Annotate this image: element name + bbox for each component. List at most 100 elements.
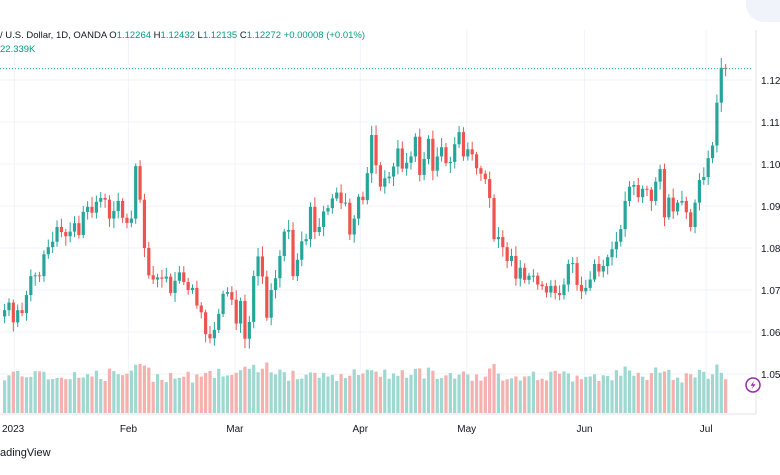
candle-body — [208, 334, 212, 339]
candle — [77, 215, 81, 239]
candle — [514, 246, 518, 286]
candle-body — [557, 292, 562, 296]
candle — [208, 325, 212, 344]
candle — [339, 184, 343, 210]
candle — [680, 190, 684, 206]
candle — [326, 204, 330, 216]
volume-bar — [195, 374, 199, 413]
candle-body — [68, 231, 72, 237]
candle — [177, 266, 181, 284]
candle — [99, 192, 103, 208]
volume-bar — [269, 372, 273, 413]
candle — [448, 156, 452, 174]
time-axis-labels: 2023 Feb Mar Apr May Jun Jul — [2, 424, 713, 435]
candle-body — [536, 275, 540, 285]
candle-body — [256, 256, 260, 277]
candle — [142, 193, 147, 258]
volume-bar — [42, 371, 46, 413]
candle — [719, 57, 723, 112]
candle — [195, 280, 199, 309]
candle-body — [549, 285, 553, 293]
candle-body — [291, 229, 295, 277]
candle-body — [317, 227, 321, 233]
candle-body — [641, 188, 645, 198]
candle — [116, 192, 120, 219]
candle-body — [59, 227, 64, 233]
settings-corner[interactable] — [746, 0, 780, 22]
volume-bar — [291, 370, 295, 413]
candle — [396, 139, 400, 175]
candle-body — [693, 202, 697, 227]
volume-bar — [601, 375, 605, 413]
volume-bar — [391, 373, 396, 413]
volume-bar — [536, 380, 540, 413]
candle — [90, 197, 94, 218]
candle — [164, 267, 168, 283]
candle — [684, 196, 688, 220]
volume-bar — [483, 376, 487, 413]
candle-body — [252, 276, 256, 322]
candle-body — [667, 197, 671, 218]
candle — [107, 195, 112, 227]
candle — [348, 198, 352, 241]
candle — [409, 151, 413, 170]
volume-bar — [252, 364, 256, 413]
volume-bar — [55, 378, 59, 413]
candle — [356, 194, 361, 226]
candle-body — [466, 149, 470, 157]
candle — [221, 290, 225, 317]
candle-body — [81, 211, 85, 235]
volume-bar — [632, 375, 636, 413]
candle — [654, 177, 658, 206]
candle-body — [514, 255, 518, 279]
candle-body — [147, 248, 151, 276]
candle — [658, 164, 662, 190]
candle — [571, 257, 575, 274]
candle — [278, 250, 282, 288]
candle-body — [431, 138, 435, 171]
candle — [291, 222, 295, 280]
candle-body — [304, 239, 308, 242]
volume-bar — [90, 376, 94, 413]
candle — [42, 250, 46, 282]
x-tick-label: Jun — [576, 424, 592, 435]
candle-body — [230, 292, 234, 300]
volume-bar — [217, 369, 221, 413]
candle — [619, 224, 623, 247]
candle — [247, 315, 251, 349]
volume-bar — [99, 379, 103, 413]
volume-bar — [400, 370, 404, 413]
candle — [715, 94, 719, 153]
candle-body — [396, 148, 400, 167]
candle-body — [51, 241, 55, 248]
volume-bar — [81, 377, 85, 413]
candle-body — [352, 218, 356, 235]
candle-body — [42, 254, 46, 277]
candle — [488, 171, 492, 208]
candle — [675, 199, 680, 216]
volume-bar — [3, 380, 7, 413]
volume-bar — [335, 381, 339, 413]
lightning-icon[interactable] — [745, 377, 761, 393]
volume-bar — [322, 372, 326, 413]
volume-bar — [20, 376, 24, 413]
candle-body — [509, 255, 514, 262]
volume-bar — [313, 372, 317, 413]
candle — [138, 160, 142, 203]
candle-body — [199, 305, 203, 313]
volume-bar — [606, 375, 610, 413]
volume-bar — [356, 374, 361, 413]
volume-bar — [282, 372, 286, 413]
candle — [724, 63, 728, 77]
candle-body — [579, 284, 584, 292]
candle-body — [37, 275, 42, 277]
candle — [212, 321, 216, 346]
volume-bar — [697, 369, 702, 413]
volume-bar — [566, 373, 570, 413]
candle-body — [204, 312, 208, 335]
candle — [68, 222, 72, 243]
volume-bars — [3, 362, 728, 413]
candle — [496, 227, 501, 249]
candle — [120, 198, 125, 223]
